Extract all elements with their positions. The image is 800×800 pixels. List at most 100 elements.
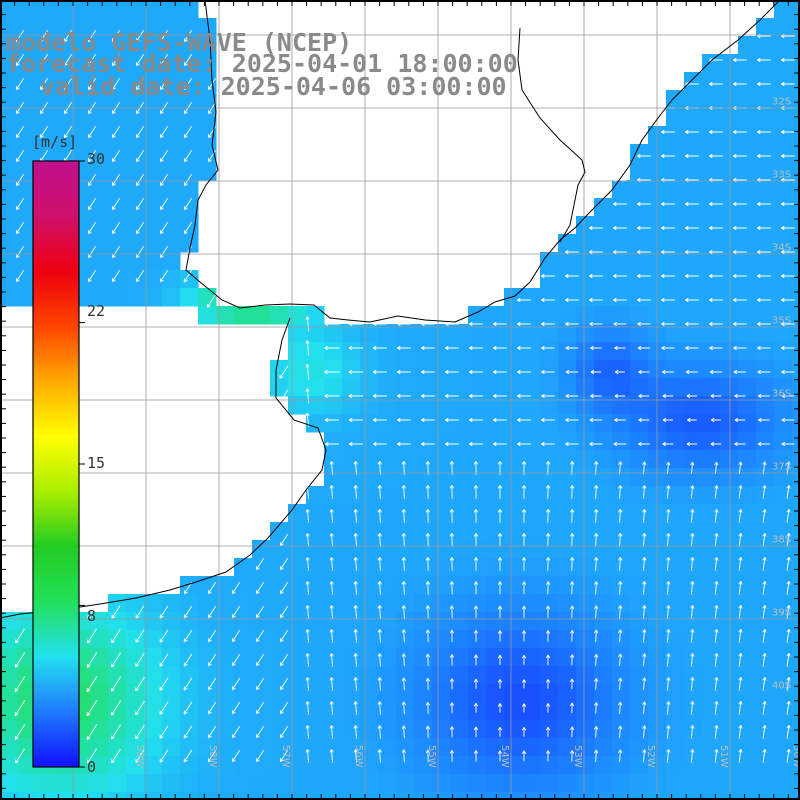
wind-arrow [618,557,623,571]
wind-arrow [661,249,675,255]
wind-arrow [353,581,358,595]
wind-arrow [589,273,603,279]
speed-cell [234,630,253,649]
speed-cell [342,540,361,559]
speed-cell [792,360,800,379]
inland-border [517,27,586,243]
speed-cell [18,54,37,73]
wind-arrow [87,126,96,139]
wind-arrow [594,533,599,547]
speed-cell [558,612,577,631]
speed-cell [306,576,325,595]
wind-arrow [207,749,217,763]
speed-cell [324,396,343,415]
speed-cell [360,504,379,523]
speed-cell [468,756,487,775]
speed-cell [684,414,703,433]
speed-cell [432,594,451,613]
speed-cell [432,378,451,397]
speed-cell [792,612,800,631]
speed-cell [0,216,19,235]
speed-cell [198,774,217,793]
speed-cell [288,378,307,397]
colorbar [32,160,85,768]
speed-cell [684,342,703,361]
speed-cell [702,504,721,523]
speed-cell [360,414,379,433]
speed-cell [612,234,631,253]
speed-cell [666,90,685,109]
speed-cell [756,72,775,91]
wind-arrow [135,605,145,619]
wind-arrow [762,533,767,547]
speed-cell [756,234,775,253]
speed-cell [72,72,91,91]
speed-cell [288,720,307,739]
speed-cell [234,648,253,667]
wind-arrow [305,388,310,404]
speed-cell [126,288,145,307]
lon-label: 56W [353,745,364,768]
wind-arrow [469,417,483,423]
speed-cell [558,576,577,595]
speed-cell [594,738,613,757]
colorbar-tick-8: 8 [87,607,97,625]
speed-cell [666,792,685,800]
speed-cell [486,396,505,415]
speed-cell [198,756,217,775]
speed-cell [342,522,361,541]
speed-cell [90,54,109,73]
wind-arrow [397,441,411,447]
speed-cell [18,774,37,793]
speed-cell [720,684,739,703]
speed-cell [360,522,379,541]
speed-cell [702,324,721,343]
wind-arrow [87,30,96,43]
speed-cell [450,684,469,703]
wind-arrow [690,533,695,547]
speed-cell [468,594,487,613]
speed-cell [108,612,127,631]
wind-arrow [614,345,626,351]
speed-cell [396,720,415,739]
wind-arrow [445,441,459,447]
wind-arrow [546,679,551,689]
wind-arrow [642,725,647,739]
wind-arrow [642,557,647,571]
speed-cell [666,216,685,235]
wind-arrow [135,198,144,211]
speed-cell [666,630,685,649]
speed-cell [774,666,793,685]
speed-cell [360,378,379,397]
wind-arrow [762,485,767,499]
speed-cell [576,504,595,523]
speed-cell [540,774,559,793]
speed-cell [666,144,685,163]
wind-arrow [473,485,478,499]
wind-arrow [449,557,454,571]
speed-cell [234,612,253,631]
wind-arrow [493,441,507,447]
wind-arrow [685,225,699,231]
speed-cell [198,720,217,739]
speed-cell [774,90,793,109]
wind-arrow [15,222,24,235]
speed-cell [414,486,433,505]
speed-cell [198,18,217,37]
wind-arrow [666,557,671,571]
speed-cell [666,270,685,289]
wind-arrow [493,345,507,351]
speed-cell [414,540,433,559]
speed-cell [252,702,271,721]
wind-arrow [377,749,382,763]
wind-arrow [231,630,240,643]
speed-cell [594,774,613,793]
wind-arrow [565,345,579,351]
speed-cell [594,252,613,271]
speed-cell [756,342,775,361]
speed-cell [522,414,541,433]
wind-arrow [618,533,623,547]
speed-cell [594,504,613,523]
wind-arrow [329,533,334,547]
